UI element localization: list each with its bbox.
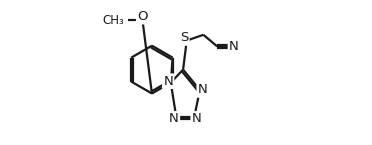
Text: N: N — [229, 40, 239, 53]
Text: N: N — [169, 112, 179, 125]
Text: N: N — [198, 83, 208, 96]
Text: N: N — [163, 75, 173, 88]
Text: CH₃: CH₃ — [103, 14, 124, 27]
Text: S: S — [180, 31, 188, 45]
Text: N: N — [192, 112, 202, 125]
Text: O: O — [137, 10, 148, 23]
